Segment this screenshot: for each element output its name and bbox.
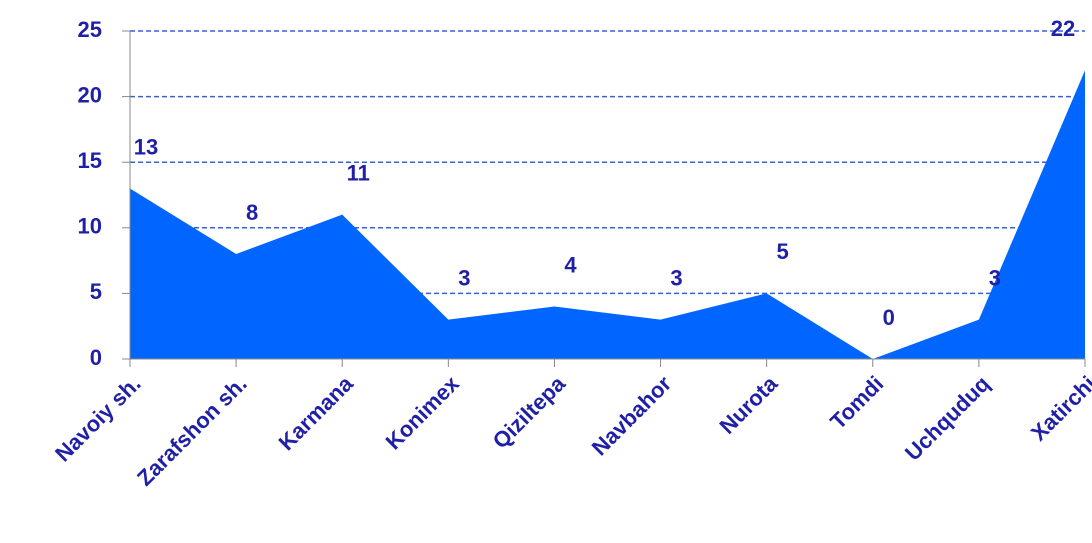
data-label: 5 (777, 239, 789, 264)
data-label: 13 (134, 134, 158, 159)
data-label: 22 (1051, 16, 1075, 41)
data-label: 3 (989, 265, 1001, 290)
x-tick-label: Karmana (274, 370, 359, 455)
data-label: 0 (883, 305, 895, 330)
x-tick-label: Qiziltepa (488, 370, 571, 453)
y-tick-label: 15 (78, 148, 102, 173)
x-tick-label: Nurota (715, 370, 783, 438)
y-tick-label: 20 (78, 82, 102, 107)
y-tick-label: 0 (90, 345, 102, 370)
area (130, 70, 1085, 360)
data-label: 8 (246, 200, 258, 225)
data-label: 4 (564, 252, 577, 277)
y-tick-label: 25 (78, 17, 102, 42)
y-tick-label: 5 (90, 279, 102, 304)
data-label: 3 (670, 265, 682, 290)
x-tick-label: Uchquduq (900, 371, 995, 466)
x-tick-label: Zarafshon sh. (132, 371, 252, 491)
x-tick-label: Navbahor (587, 371, 677, 461)
x-tick-label: Konimex (381, 370, 465, 454)
x-tick-label: Xatirchi (1026, 371, 1092, 446)
y-tick-label: 10 (78, 214, 102, 239)
x-tick-label: Tomdi (825, 371, 888, 434)
data-label: 11 (347, 160, 370, 185)
x-tick-label: Navoiy sh. (50, 371, 145, 466)
data-label: 3 (458, 265, 470, 290)
